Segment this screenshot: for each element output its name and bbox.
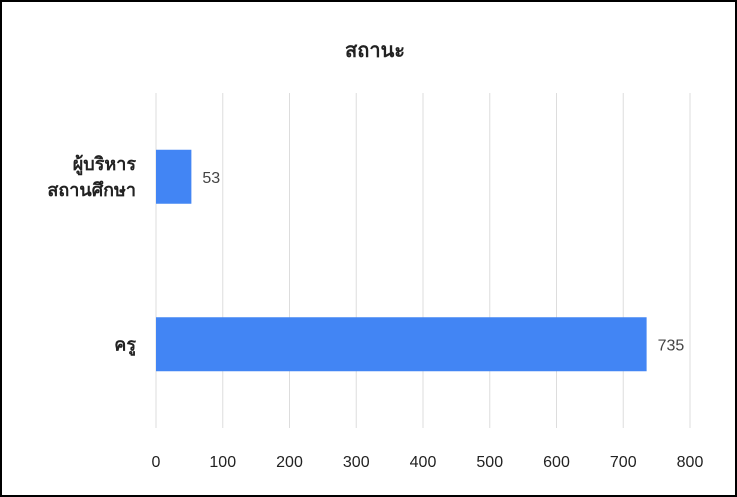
- category-label: ผู้บริหาร: [73, 154, 137, 176]
- bar[interactable]: [156, 149, 192, 204]
- x-tick-label: 800: [677, 454, 704, 471]
- x-tick-label: 500: [476, 454, 503, 471]
- category-label: สถานศึกษา: [47, 180, 136, 201]
- category-label: ครู: [114, 334, 136, 356]
- x-tick-label: 300: [343, 454, 370, 471]
- bars: 53 735: [156, 149, 685, 372]
- x-tick-label: 400: [410, 454, 437, 471]
- x-tick-label: 700: [610, 454, 637, 471]
- x-tick-labels: 0 100 200 300 400 500 600 700 800: [152, 454, 704, 471]
- gridlines: [155, 93, 691, 428]
- data-label: 53: [202, 170, 220, 187]
- x-tick-label: 100: [209, 454, 236, 471]
- x-tick-label: 600: [543, 454, 570, 471]
- x-tick-label: 0: [152, 454, 161, 471]
- data-label: 735: [658, 337, 685, 354]
- chart-title: สถานะ: [345, 38, 405, 62]
- x-tick-label: 200: [276, 454, 303, 471]
- bar[interactable]: [156, 317, 647, 372]
